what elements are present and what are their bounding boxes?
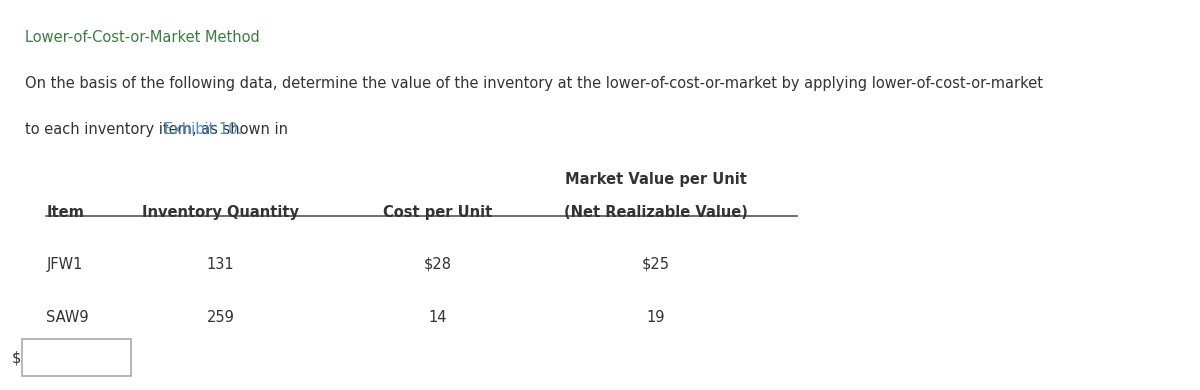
Text: Lower-of-Cost-or-Market Method: Lower-of-Cost-or-Market Method [24,30,259,45]
Text: JFW1: JFW1 [47,257,83,271]
FancyBboxPatch shape [23,339,131,376]
Text: Exhibit 10.: Exhibit 10. [163,122,242,137]
Text: $: $ [12,350,22,365]
Text: to each inventory item, as shown in: to each inventory item, as shown in [24,122,292,137]
Text: Item: Item [47,205,84,220]
Text: 19: 19 [647,310,665,325]
Text: 14: 14 [428,310,448,325]
Text: (Net Realizable Value): (Net Realizable Value) [564,205,748,220]
Text: Inventory Quantity: Inventory Quantity [142,205,299,220]
Text: Cost per Unit: Cost per Unit [383,205,492,220]
Text: 259: 259 [206,310,234,325]
Text: 131: 131 [206,257,234,271]
Text: $28: $28 [424,257,452,271]
Text: $25: $25 [642,257,670,271]
Text: On the basis of the following data, determine the value of the inventory at the : On the basis of the following data, dete… [24,76,1043,91]
Text: SAW9: SAW9 [47,310,89,325]
Text: Market Value per Unit: Market Value per Unit [564,172,746,187]
